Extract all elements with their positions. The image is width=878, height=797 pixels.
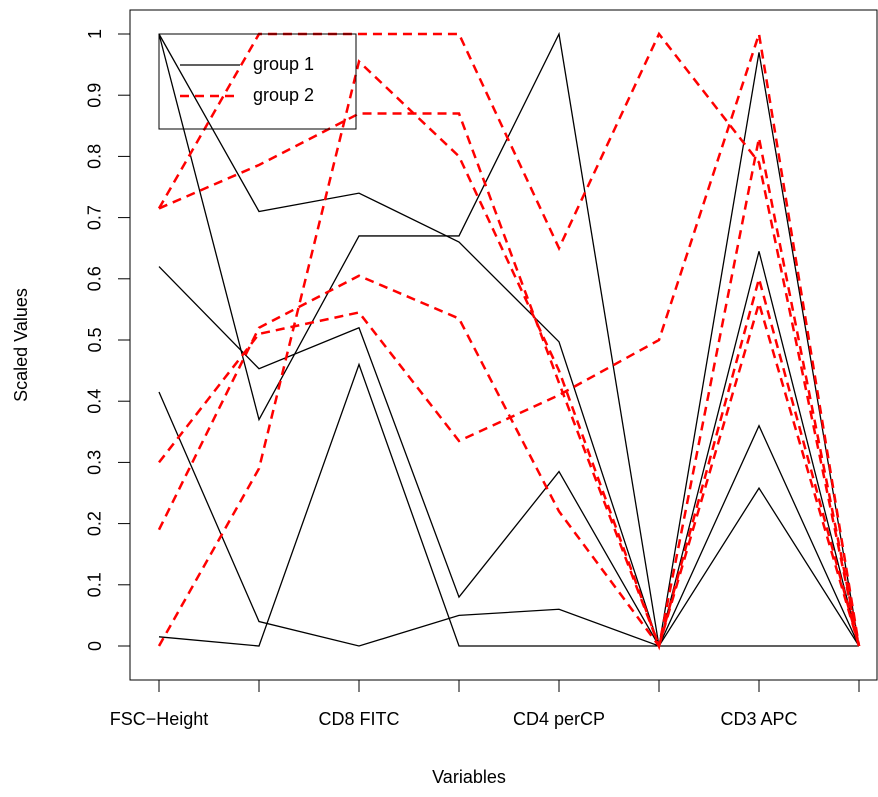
series-line [158,112,861,651]
x-tick-label: CD3 APC [720,709,797,729]
x-tick-label: FSC−Height [110,709,209,729]
series-line [158,33,861,647]
series-line [157,274,861,649]
series-line [157,59,861,651]
series-line [158,266,860,648]
y-tick-label: 0.4 [85,389,105,414]
y-tick-label: 0 [85,641,105,651]
legend-label: group 1 [253,54,314,74]
x-axis-title: Variables [432,767,506,787]
y-tick-label: 0.6 [85,266,105,291]
legend-box [158,33,357,130]
series-line [157,31,861,647]
y-axis-title: Scaled Values [11,288,31,402]
y-tick-label: 0.5 [85,327,105,352]
series-line [158,31,860,647]
series-line [158,362,859,647]
y-tick-label: 0.8 [85,144,105,169]
y-tick-label: 1 [85,29,105,39]
legend-label: group 2 [253,85,314,105]
x-tick-label: CD4 perCP [513,709,605,729]
series-line [158,33,860,649]
x-tick-label: CD8 FITC [319,709,400,729]
series-line [158,391,860,647]
y-tick-label: 0.1 [85,572,105,597]
y-tick-label: 0.3 [85,450,105,475]
y-tick-label: 0.7 [85,205,105,230]
y-tick-label: 0.2 [85,511,105,536]
y-tick-label: 0.9 [85,83,105,108]
plot-frame [129,9,878,681]
